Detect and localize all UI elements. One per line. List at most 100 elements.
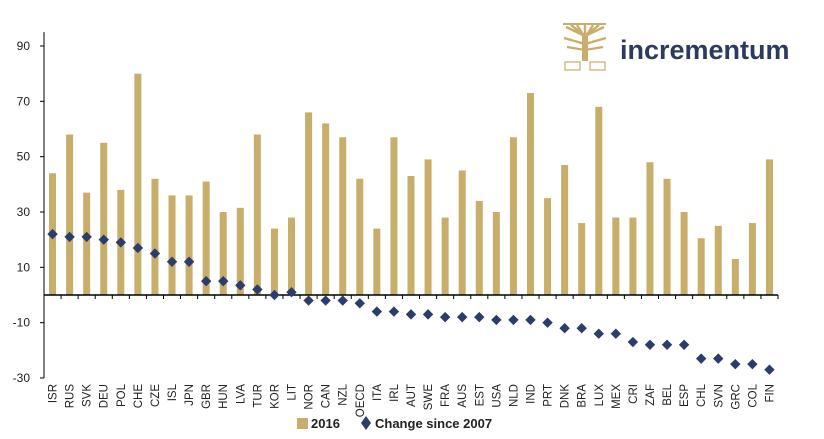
y-tick-label: 10 [17,260,31,274]
legend-swatch-2016 [297,418,308,429]
y-tick-label: -30 [13,371,31,385]
data-point [422,309,434,320]
category-label: IND [525,384,537,404]
data-point [405,309,417,320]
bar [373,228,381,295]
data-point [439,311,451,323]
data-point [149,248,161,259]
data-point [320,295,331,306]
bar [100,142,108,295]
bar [288,217,296,295]
bar [697,238,705,295]
bar [731,259,739,295]
bar [236,207,244,295]
bar [509,137,517,295]
category-label: AUT [406,384,418,407]
category-label: USA [491,384,503,408]
data-point [200,275,212,287]
data-point [644,339,656,350]
bar [544,198,552,295]
data-point [713,353,724,364]
category-label: AUS [457,384,469,408]
legend-label-change: Change since 2007 [375,416,492,431]
data-point [661,339,673,350]
y-tick-label: 50 [17,150,31,164]
category-label: ISL [167,383,179,401]
category-label: GRC [730,384,742,410]
bar [407,176,415,295]
category-label: TUR [252,384,264,408]
bar [714,225,722,295]
category-label: OECD [355,384,367,417]
category-label: LUX [594,384,606,407]
data-point [218,275,229,287]
category-label: DNK [560,384,572,409]
category-label: CZE [150,384,162,407]
category-label: LIT [287,384,299,401]
category-label: FRA [440,384,452,407]
bar [492,212,500,295]
data-point [610,328,622,339]
bar [458,170,466,295]
bar [441,217,449,295]
bar [629,217,637,295]
bar [356,178,364,295]
category-label: NZL [338,383,350,405]
category-label: EST [474,384,486,406]
bar [475,200,483,295]
bar [83,192,91,295]
y-tick-label: 90 [17,39,31,53]
data-point [183,256,195,267]
data-point [388,306,400,317]
bar [680,212,688,295]
data-point [98,234,109,245]
legend: 2016 Change since 2007 [297,416,492,431]
data-point [627,336,639,348]
bar [322,123,330,295]
bar [595,106,603,295]
data-point [64,231,75,243]
data-point [593,328,604,339]
bar [424,159,432,295]
data-point [269,289,280,301]
bar [646,162,654,295]
category-label: GBR [201,384,213,409]
category-label: KOR [269,384,281,409]
data-point [235,280,246,291]
bar [151,178,159,295]
data-point [166,256,178,267]
data-point [132,242,144,254]
category-label: RUS [65,384,77,409]
category-label: CAN [321,384,333,408]
category-label: ITA [372,384,384,401]
data-point [491,314,502,326]
category-label: CHL [696,383,708,407]
data-point [525,314,536,326]
bar [612,217,620,295]
data-point [747,358,758,370]
bar [663,178,671,295]
data-point [115,237,127,248]
category-label: ISR [48,384,60,403]
bar [339,137,347,295]
category-label: SVN [713,384,725,408]
data-point [576,323,587,334]
data-point [354,298,365,309]
bar [526,93,534,296]
bar [748,223,756,295]
bar [561,164,569,295]
bar [168,195,176,295]
data-point [286,287,297,298]
bar [270,228,278,295]
y-tick-label: 70 [17,94,31,108]
tree-icon [563,23,607,71]
bar-series-2016 [49,73,773,296]
category-label: NOR [304,384,316,410]
category-label: DEU [99,384,111,408]
category-label: NLD [508,384,520,407]
category-label: ESP [679,384,691,407]
incrementum-logo: incrementum [563,23,790,71]
data-point [474,311,485,323]
category-label: LVA [235,384,247,404]
